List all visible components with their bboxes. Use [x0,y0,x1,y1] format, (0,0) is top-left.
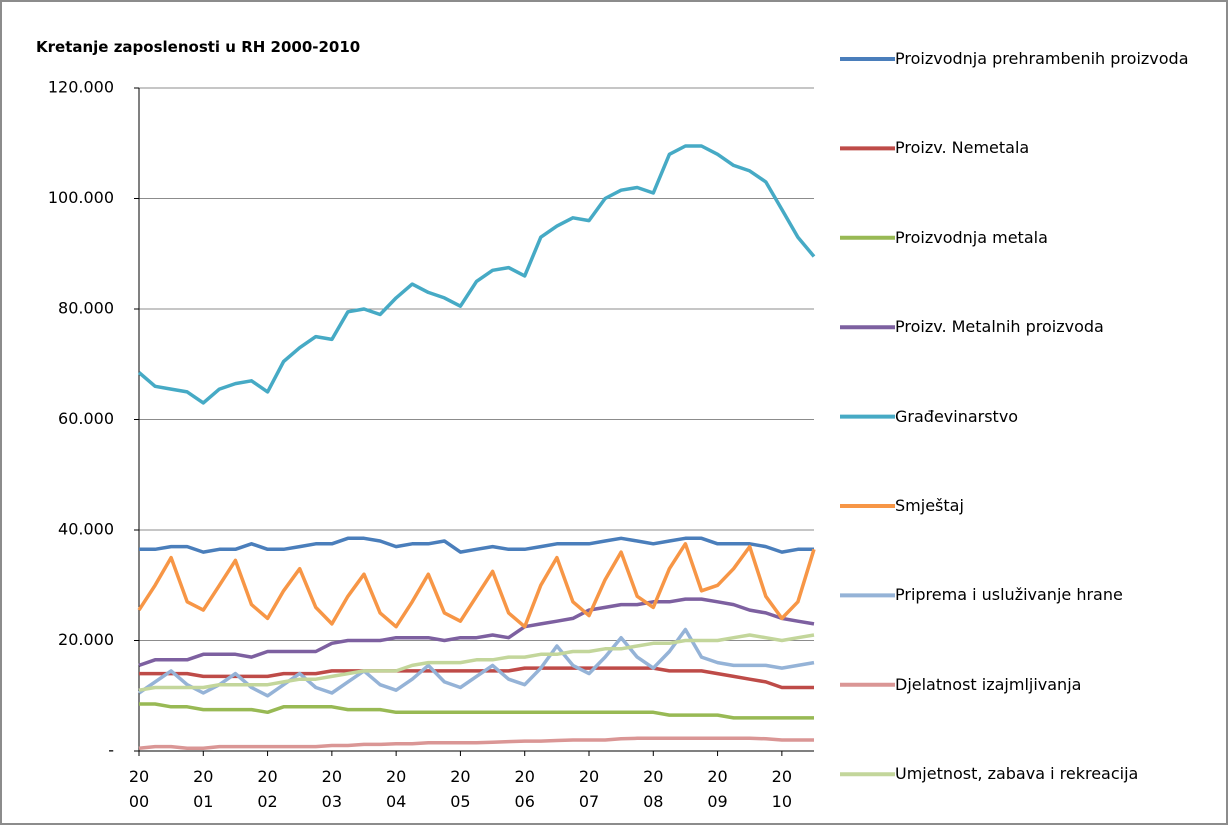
legend-label: Građevinarstvo [895,406,1019,426]
y-tick-label: 100.000 [48,188,114,207]
y-tick-label: 80.000 [58,299,114,318]
y-tick-label: - [108,741,114,760]
series-line [139,536,814,554]
series-line [138,633,815,692]
series-line [138,597,815,668]
x-tick-label: 20 00 [128,767,150,811]
series-line [138,736,814,750]
series-line [137,144,816,405]
y-tick-label: 20.000 [58,630,114,649]
series-line [138,627,815,698]
x-tick-label: 20 10 [771,767,793,811]
x-tick-label: 20 04 [385,767,407,811]
x-tick-label: 20 07 [578,767,600,811]
legend-label: Proizv. Metalnih proizvoda [895,317,1104,337]
legend-label: Priprema i usluživanje hrane [895,585,1123,605]
y-tick-label: 60.000 [58,409,114,428]
x-tick-label: 20 01 [193,767,214,811]
legend-label: Proizvodnja metala [895,227,1048,247]
legend-label: Proizvodnja prehrambenih proizvoda [895,49,1189,68]
series-line [139,702,814,720]
x-tick-label: 20 09 [707,767,728,811]
x-tick-label: 20 05 [450,767,471,811]
y-tick-label: 40.000 [58,520,114,539]
series-line [137,542,816,629]
x-tick-label: 20 08 [643,767,664,811]
legend-label: Proizv. Nemetala [895,138,1030,158]
y-tick-label: 120.000 [48,78,114,97]
x-tick-label: 20 06 [514,767,535,811]
legend-label: Umjetnost, zabava i rekreacija [895,764,1139,784]
series-line [139,666,814,690]
x-tick-label: 20 03 [321,767,343,811]
chart-title: Kretanje zaposlenosti u RH 2000-2010 [36,38,361,56]
legend-label: Djelatnost izajmljivanja [895,674,1082,694]
legend-label: Smještaj [895,496,964,515]
x-tick-label: 20 02 [257,767,278,811]
